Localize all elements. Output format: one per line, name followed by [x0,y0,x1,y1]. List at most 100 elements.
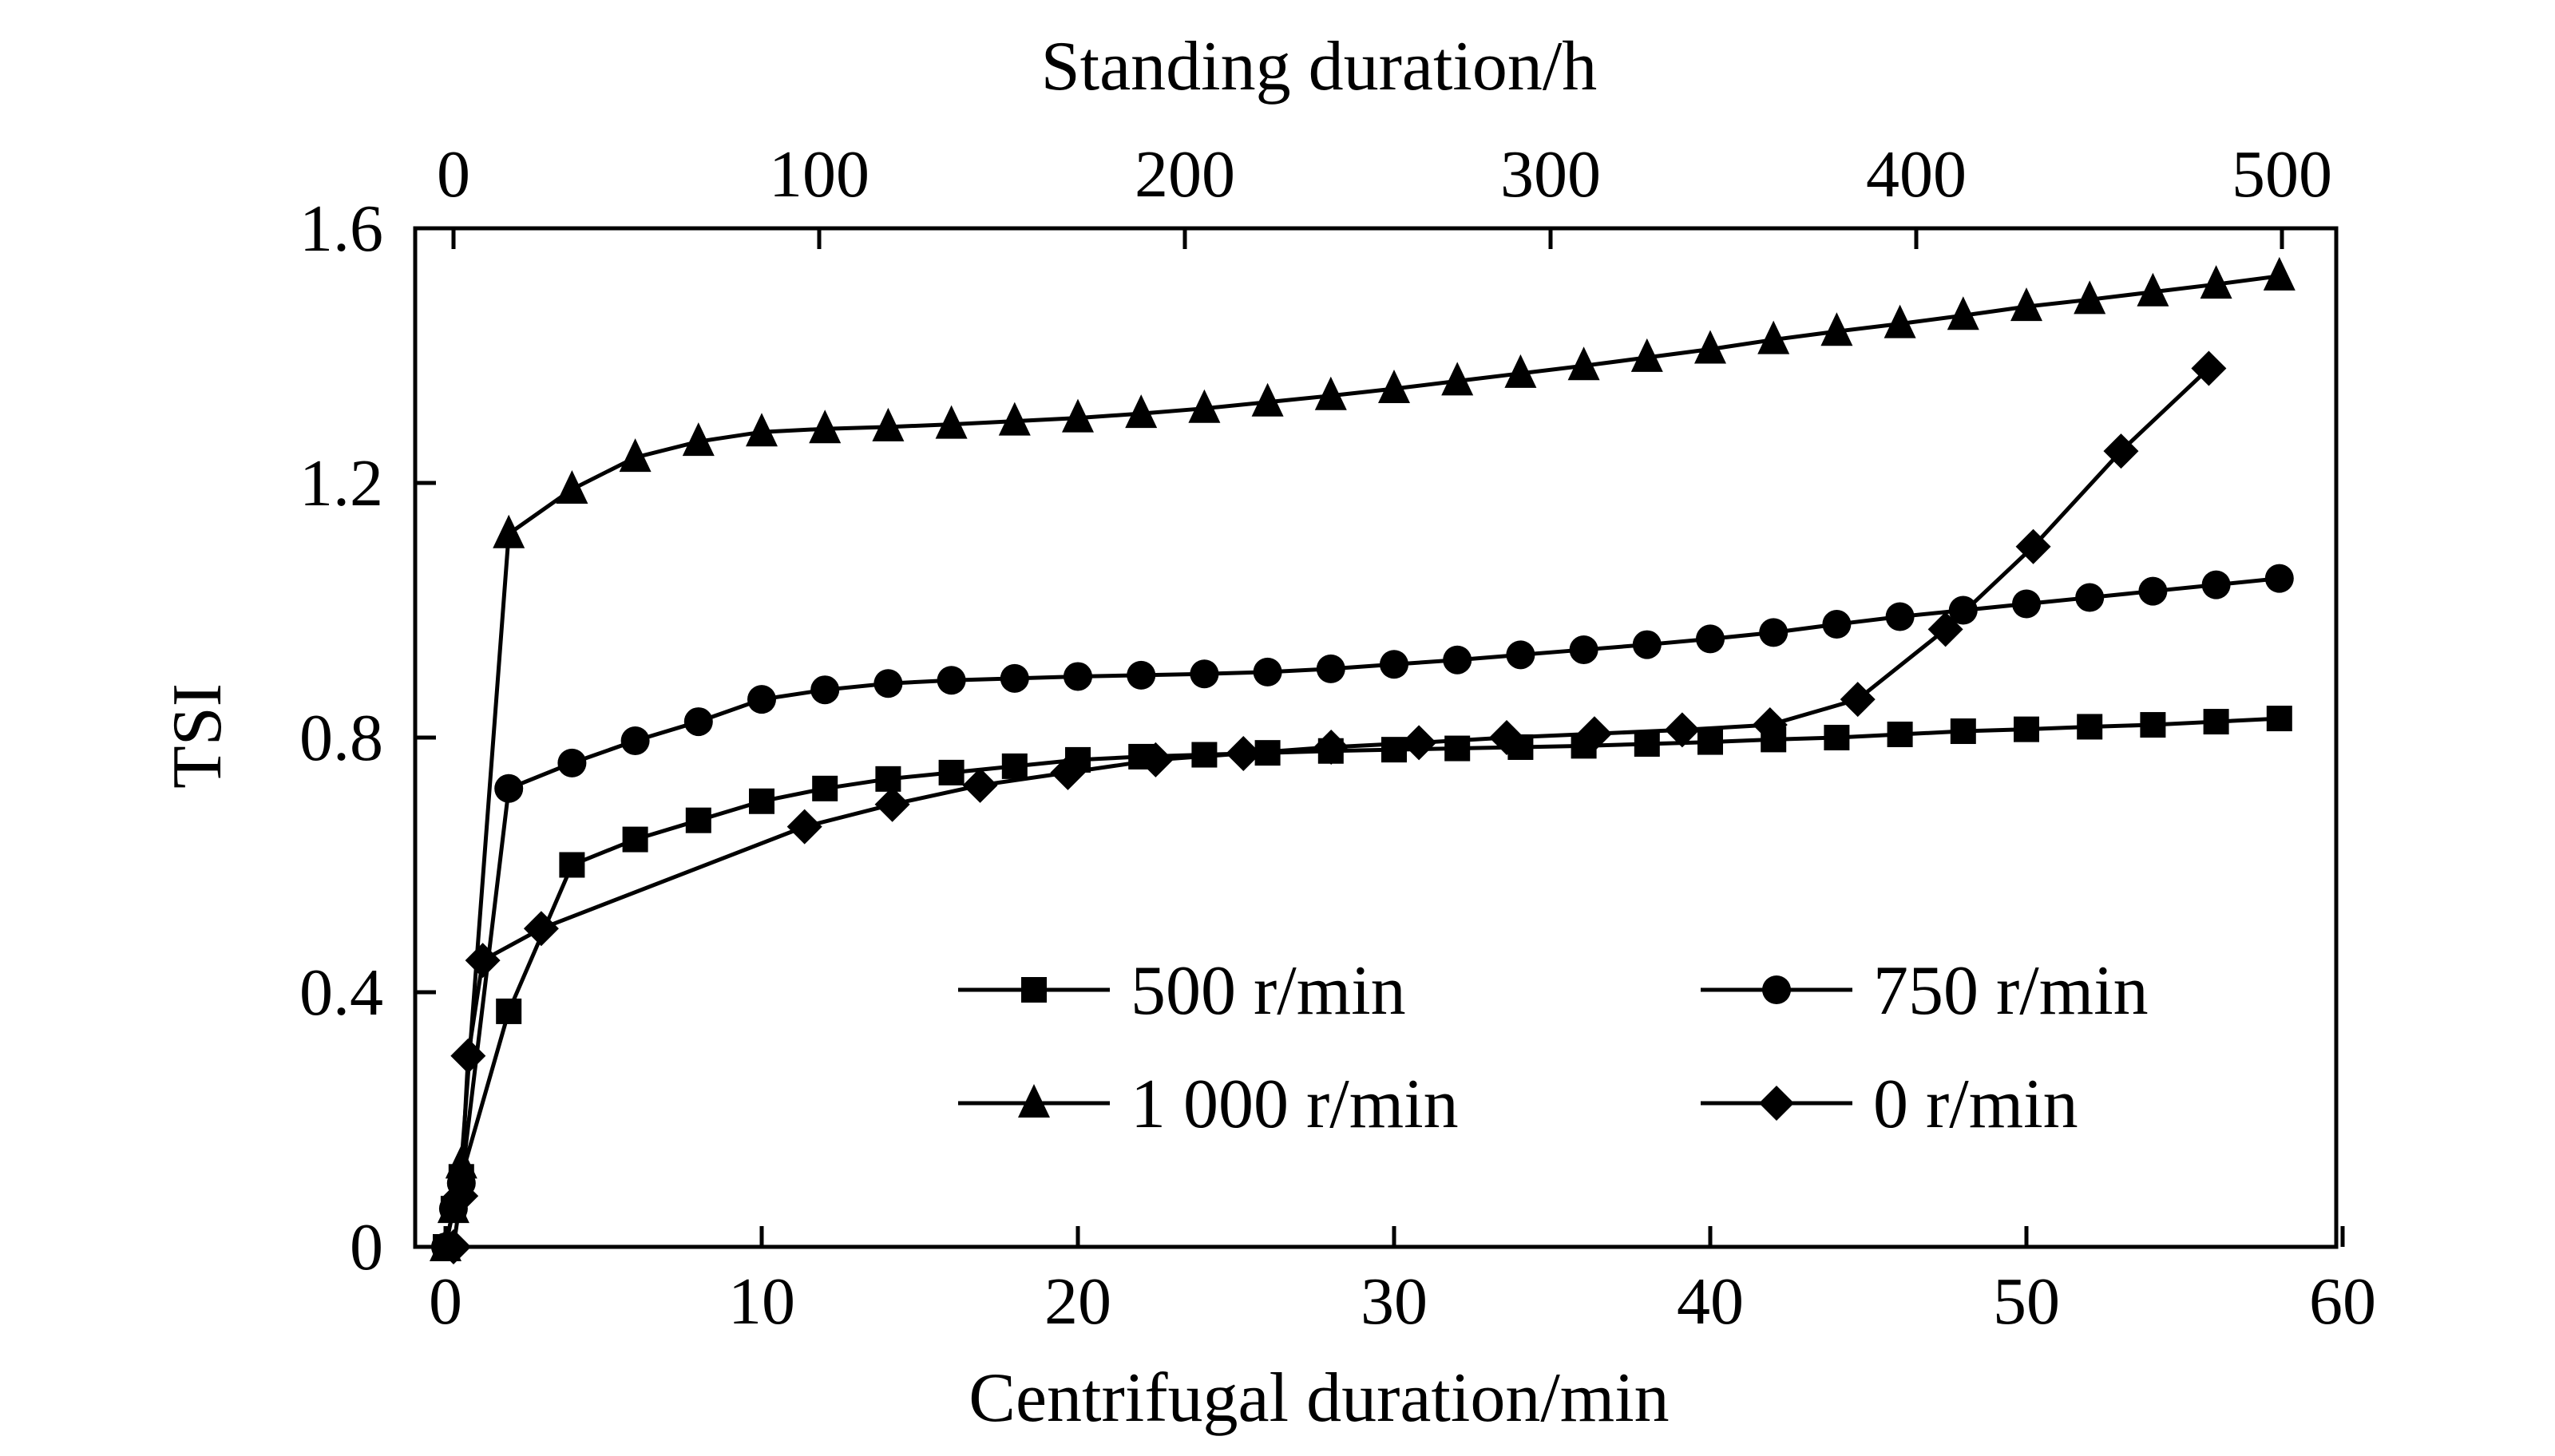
legend-marker [1021,977,1047,1003]
data-point [812,775,838,801]
series-0-r-min [436,350,2227,1264]
data-point [685,807,711,833]
y-tick-label: 1.6 [299,192,383,266]
data-point [1759,618,1788,647]
data-point [2075,583,2105,612]
x2-tick-label: 100 [769,137,869,212]
data-point [1887,722,1913,748]
data-point [494,774,524,803]
data-point [938,759,965,785]
y-axis-title: TSI [159,683,236,789]
data-point [1062,398,1094,433]
data-point [437,1189,469,1224]
data-point [1884,304,1916,338]
x2-tick-label: 200 [1135,137,1235,212]
data-point [1696,624,1725,654]
y-tick-label: 0.4 [299,956,383,1030]
y-tick-label: 0 [350,1210,383,1284]
data-point [1697,729,1723,755]
data-point [683,707,713,737]
data-point [1820,312,1853,346]
legend-label: 500 r/min [1131,952,1406,1030]
data-point [523,911,559,947]
data-point [2103,433,2139,469]
series-1-000-r-min [430,256,2296,1261]
data-point [2140,712,2166,738]
legend-item: 500 r/min [958,952,1406,1030]
data-point [875,766,901,792]
data-point [937,666,966,695]
data-point [1251,382,1284,417]
data-point [1226,735,1262,771]
data-point [874,786,910,822]
data-point [872,407,905,441]
data-point [1885,602,1915,631]
legend-label: 0 r/min [1873,1066,2078,1143]
x-tick-label: 40 [1677,1264,1744,1339]
legend-item: 750 r/min [1701,952,2149,1030]
data-point [1824,725,1850,750]
data-point [2264,564,2294,593]
data-point [1634,730,1660,757]
data-point [1401,725,1437,761]
data-point [1506,640,1535,670]
x2-axis-title: Standing duration/h [1041,28,1598,105]
data-point [1190,659,1219,689]
data-point [2191,350,2227,386]
data-point [962,767,998,803]
data-point [1316,654,1345,683]
data-point [620,726,650,755]
data-point [809,410,842,444]
data-point [2010,287,2042,322]
data-point [1576,716,1612,752]
data-point [1380,650,1408,679]
data-point [496,998,522,1024]
legend-item: 1 000 r/min [958,1066,1459,1143]
data-point [998,402,1031,436]
data-point [2203,709,2229,735]
x-tick-label: 50 [1993,1264,2060,1339]
x2-tick-label: 500 [2232,137,2332,212]
series-line [443,274,2280,1248]
data-point [2077,714,2103,740]
data-point [1504,354,1537,388]
x-tick-label: 0 [429,1264,462,1339]
legend-label: 750 r/min [1873,952,2149,1030]
data-point [682,422,715,457]
data-point [1752,707,1788,743]
x-tick-label: 60 [2309,1264,2376,1339]
data-point [1950,718,1976,745]
x-tick-label: 10 [728,1264,795,1339]
data-point [1313,729,1349,765]
legend-label: 1 000 r/min [1131,1066,1459,1143]
y-tick-label: 0.8 [299,701,383,775]
data-point [450,1038,486,1074]
data-point [749,788,774,814]
data-point [810,675,840,705]
x2-tick-label: 400 [1866,137,1967,212]
data-point [1567,346,1600,381]
data-point [1441,362,1474,396]
data-point [1253,657,1282,686]
data-point [2201,570,2231,599]
data-point [619,438,652,473]
data-point [2138,576,2168,606]
data-point [1443,645,1472,675]
data-point [1632,630,1662,659]
data-point [1001,753,1028,779]
data-point [873,669,903,698]
data-point [1064,662,1092,691]
x-axis-title: Centrifugal duration/min [969,1359,1669,1437]
data-point [1381,737,1407,763]
legend-marker [1759,1086,1794,1121]
data-point [1127,660,1156,690]
data-point [1947,296,1979,330]
data-point [1630,338,1663,372]
data-point [1000,663,1029,693]
data-point [1050,754,1086,790]
data-point [747,685,776,714]
data-point [2074,280,2106,315]
